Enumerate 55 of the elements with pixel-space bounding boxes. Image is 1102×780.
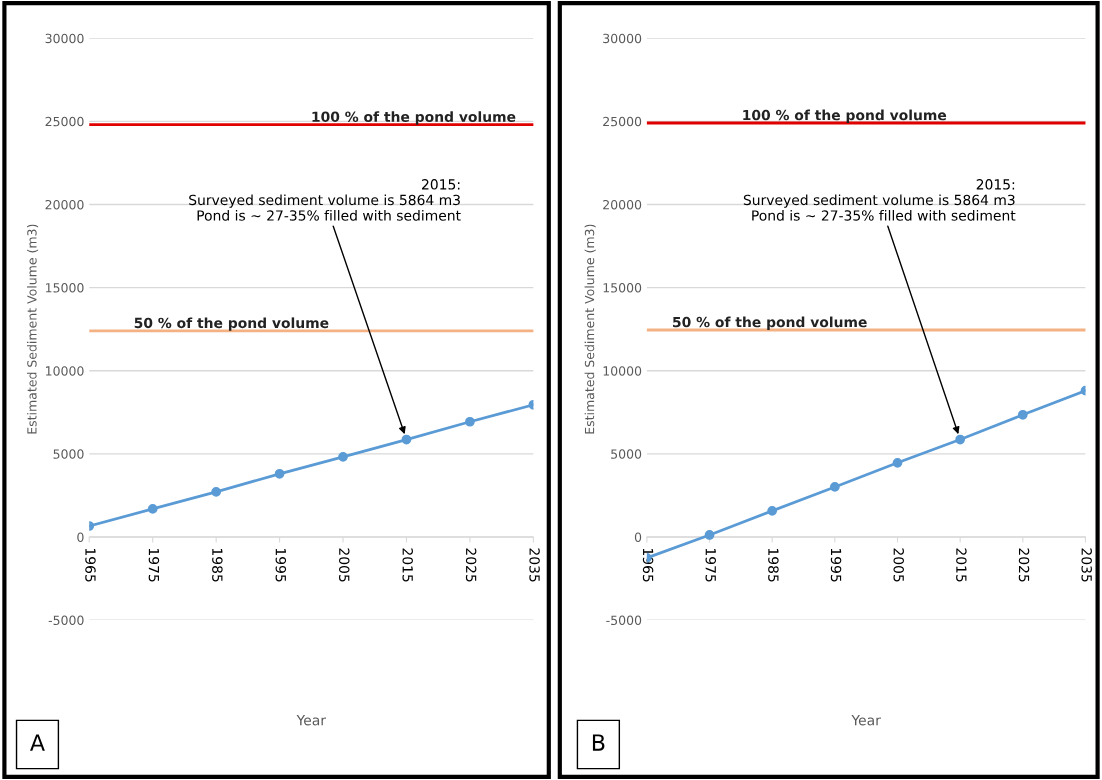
x-tick-label: 2025	[1018, 548, 1030, 582]
y-tick-label: 0	[634, 532, 642, 542]
y-tick-label: 20000	[603, 199, 642, 210]
x-tick-label: 2025	[465, 548, 477, 582]
point	[892, 457, 903, 468]
y-tick-label: 15000	[46, 283, 84, 293]
y-tick-label: 0	[77, 532, 84, 542]
y-tick-label: 10000	[603, 366, 642, 376]
point	[704, 530, 715, 540]
x-tick-label: 2005	[339, 548, 350, 582]
point	[401, 434, 412, 445]
x-tick-label: 1985	[768, 548, 779, 582]
point	[465, 416, 475, 427]
ref-line-label: 50 % of the pond volume	[673, 316, 867, 330]
y-tick-label: 20000	[45, 199, 84, 210]
point	[1017, 409, 1028, 420]
y-axis-title: Estimated Sediment Volume (m3)	[584, 224, 596, 434]
point	[338, 451, 348, 462]
text: B	[592, 734, 605, 751]
point	[767, 506, 778, 516]
y-tick-label: 10000	[46, 366, 84, 376]
point	[147, 504, 158, 514]
text: A	[30, 734, 45, 751]
x-tick-label: 1975	[148, 548, 160, 582]
annotation: 2015: Surveyed sediment volume is 5864 m3 Pond is ~ 27-35% filled with sediment	[743, 179, 1016, 221]
x-tick-label: 2015	[402, 548, 413, 582]
x-tick-label: 1985	[212, 548, 223, 582]
y-tick-label: 5000	[53, 449, 84, 459]
point	[211, 487, 222, 497]
y-tick-label: -5000	[606, 615, 642, 626]
x-tick-label: 2035	[1081, 548, 1092, 582]
y-tick-label: 25000	[45, 116, 84, 127]
point	[829, 482, 840, 492]
y-tick-label: 30000	[45, 33, 84, 44]
point	[274, 468, 285, 479]
x-tick-label: 2005	[893, 548, 904, 582]
y-tick-label: 15000	[603, 283, 642, 293]
x-axis-title: Year	[296, 715, 327, 726]
x-tick-label: 2015	[956, 548, 967, 582]
annotation: 2015: Surveyed sediment volume is 5864 m3 Pond is ~ 27-35% filled with sediment	[189, 179, 461, 221]
point	[955, 434, 966, 445]
ref-line-label: 100 % of the pond volume	[743, 109, 947, 124]
x-tick-label: 1995	[275, 548, 287, 582]
x-tick-label: 1975	[705, 548, 717, 582]
y-tick-label: 25000	[603, 116, 642, 127]
y-tick-label: 30000	[603, 33, 642, 44]
y-axis-title: Estimated Sediment Volume (m3)	[26, 224, 39, 434]
ref-line-label: 50 % of the pond volume	[134, 317, 329, 331]
ref-line-label: 100 % of the pond volume	[312, 111, 516, 125]
x-axis-title: Year	[851, 715, 881, 726]
x-tick-label: 1965	[85, 548, 96, 582]
x-tick-label: 1995	[830, 548, 842, 582]
y-tick-label: -5000	[48, 615, 84, 626]
y-tick-label: 5000	[611, 449, 642, 459]
x-tick-label: 2035	[529, 548, 540, 582]
